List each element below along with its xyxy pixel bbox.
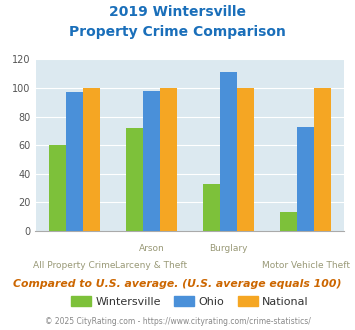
Bar [66,92,83,231]
Text: 2019 Wintersville: 2019 Wintersville [109,5,246,19]
Text: © 2025 CityRating.com - https://www.cityrating.com/crime-statistics/: © 2025 CityRating.com - https://www.city… [45,317,310,326]
Bar [143,91,160,231]
Bar [83,88,100,231]
Bar [280,213,297,231]
Bar [203,184,220,231]
Text: Larceny & Theft: Larceny & Theft [115,261,187,270]
Bar [126,128,143,231]
Bar [160,88,177,231]
Bar [237,88,254,231]
Legend: Wintersville, Ohio, National: Wintersville, Ohio, National [66,291,313,311]
Bar [314,88,331,231]
Text: Burglary: Burglary [209,244,248,253]
Bar [49,145,66,231]
Text: Arson: Arson [138,244,164,253]
Text: Property Crime Comparison: Property Crime Comparison [69,25,286,39]
Bar [220,72,237,231]
Bar [297,127,314,231]
Text: Compared to U.S. average. (U.S. average equals 100): Compared to U.S. average. (U.S. average … [13,279,342,289]
Text: Motor Vehicle Theft: Motor Vehicle Theft [262,261,350,270]
Text: All Property Crime: All Property Crime [33,261,115,270]
